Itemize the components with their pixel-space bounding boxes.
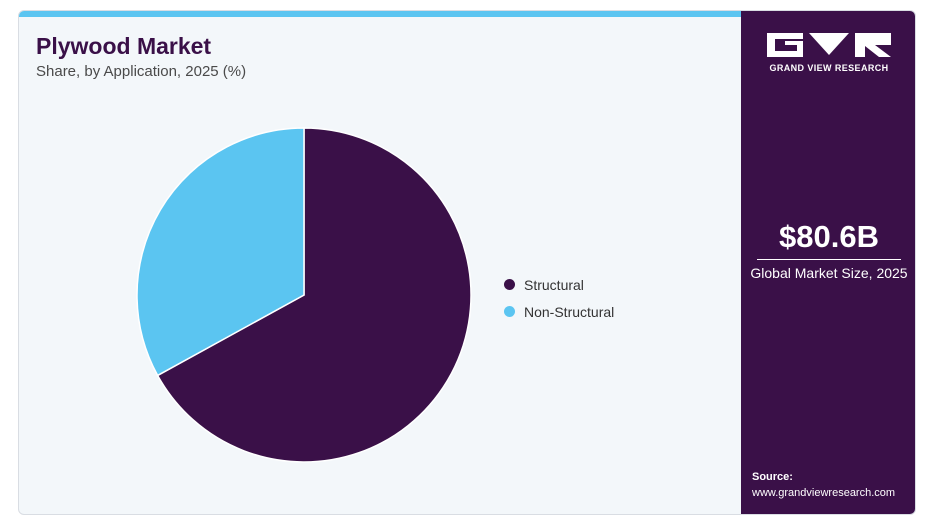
chart-card: Plywood Market Share, by Application, 20…: [18, 10, 916, 515]
pie-slice-non-structural: [136, 127, 305, 377]
chart-legend: Structural Non-Structural: [504, 271, 614, 325]
pie-slice-structural: [156, 127, 472, 463]
sidebar-panel: GRAND VIEW RESEARCH $80.6B Global Market…: [741, 11, 915, 514]
chart-area: Plywood Market Share, by Application, 20…: [19, 11, 741, 514]
divider: [757, 259, 901, 260]
pie-chart: [136, 127, 472, 463]
legend-swatch: [504, 306, 515, 317]
source-label: Source:: [752, 471, 793, 483]
gvr-logo-icon: [767, 33, 891, 57]
legend-item: Non-Structural: [504, 298, 614, 325]
legend-label: Non-Structural: [524, 303, 615, 320]
market-size-label: Global Market Size, 2025: [750, 265, 908, 281]
legend-swatch: [504, 279, 515, 290]
source-url[interactable]: www.grandviewresearch.com: [752, 487, 896, 499]
legend-label: Structural: [524, 276, 584, 293]
market-size-value: $80.6B: [779, 219, 879, 254]
chart-subtitle: Share, by Application, 2025 (%): [36, 63, 247, 80]
accent-bar: [19, 11, 741, 17]
chart-title: Plywood Market: [36, 33, 212, 59]
legend-item: Structural: [504, 271, 614, 298]
brand-name: GRAND VIEW RESEARCH: [769, 63, 889, 73]
